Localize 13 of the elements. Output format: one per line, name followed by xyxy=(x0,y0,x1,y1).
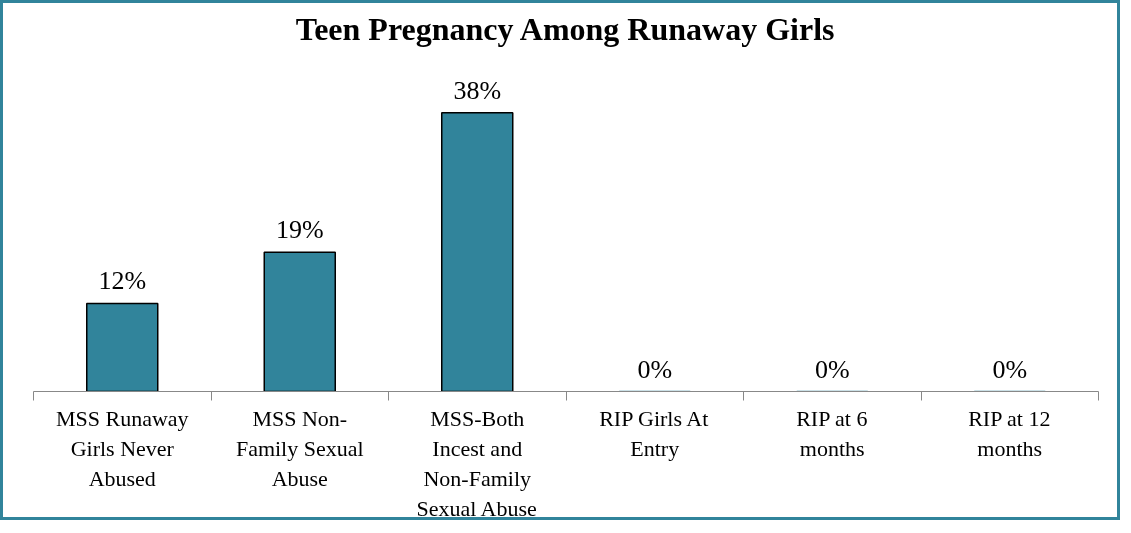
data-label: 12% xyxy=(98,266,147,296)
x-tick-label: MSS Runaway Girls Never Abused xyxy=(55,405,189,491)
chart-title: Teen Pregnancy Among Runaway Girls xyxy=(295,10,835,47)
data-label: 38% xyxy=(453,75,502,105)
data-label: 19% xyxy=(275,215,324,245)
x-tick-label: RIP Girls At Entry xyxy=(599,405,709,461)
x-tick-label: MSS-Both Incest and Non-Family Sexual Abuse xyxy=(416,405,537,521)
x-tick-label: MSS Non-Family Sexual Abuse xyxy=(235,405,364,491)
data-label: 0% xyxy=(992,354,1028,384)
data-label: 0% xyxy=(637,354,673,384)
x-tick-label: RIP at 6 months xyxy=(796,405,868,461)
data-label: 0% xyxy=(814,354,850,384)
x-tick-label: RIP at 12 months xyxy=(968,405,1051,461)
